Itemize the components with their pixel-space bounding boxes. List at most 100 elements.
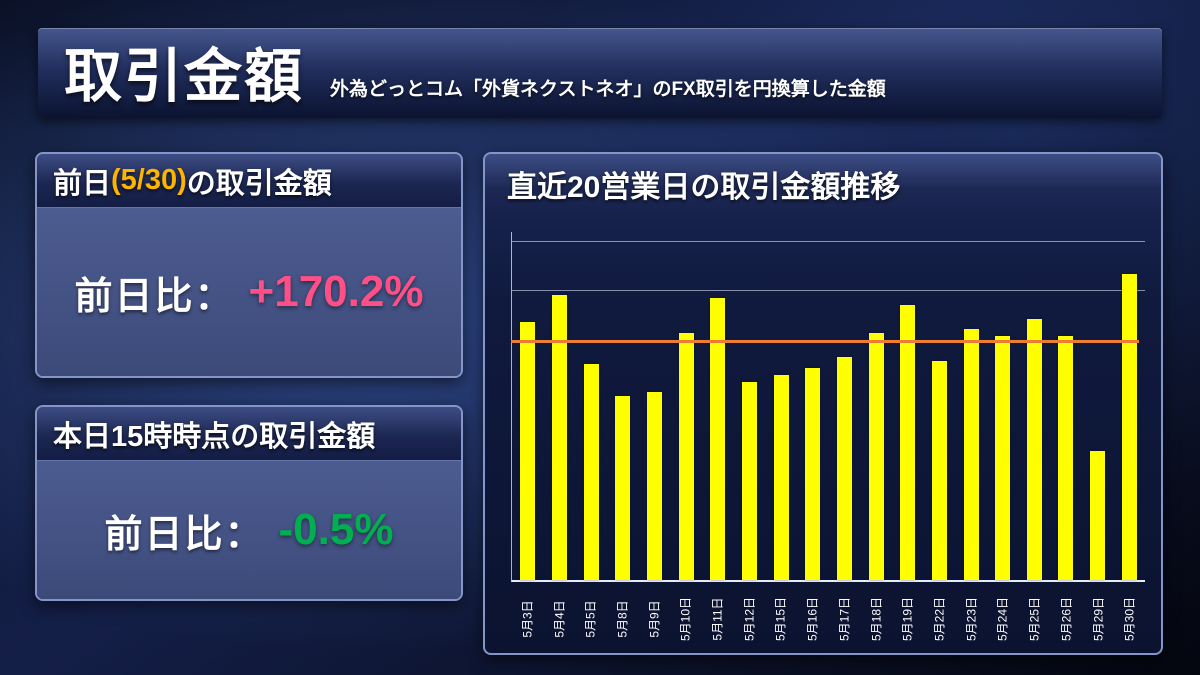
bar-slot xyxy=(987,232,1019,580)
today-value: -0.5% xyxy=(278,505,394,554)
bar-slot xyxy=(1082,232,1114,580)
bar-5月17日 xyxy=(836,357,852,580)
bar-5月5日 xyxy=(583,364,599,580)
x-label-slot: 5月19日 xyxy=(891,586,923,652)
x-label-slot: 5月5日 xyxy=(574,586,606,652)
x-label-slot: 5月23日 xyxy=(955,586,987,652)
x-axis-label: 5月29日 xyxy=(1091,596,1105,642)
bar-5月26日 xyxy=(1058,336,1074,580)
x-label-slot: 5月3日 xyxy=(511,586,543,652)
x-label-slot: 5月18日 xyxy=(860,586,892,652)
bar-slot xyxy=(734,232,766,580)
bar-slot xyxy=(512,232,544,580)
bar-slot xyxy=(639,232,671,580)
bar-slot xyxy=(765,232,797,580)
x-label-slot: 5月8日 xyxy=(606,586,638,652)
today-panel-body: 前日比： -0.5% xyxy=(37,461,461,599)
bar-slot xyxy=(924,232,956,580)
chart-panel: 直近20営業日の取引金額推移 5月3日 5月4日 5月5日 5月8日 5月9日 5月10日… xyxy=(483,152,1163,655)
x-label-slot: 5月22日 xyxy=(923,586,955,652)
bar-5月10日 xyxy=(678,332,694,580)
x-axis-label: 5月12日 xyxy=(742,596,757,642)
x-axis-label: 5月22日 xyxy=(932,596,947,642)
bar-slot xyxy=(955,232,987,580)
bar-5月11日 xyxy=(710,298,726,580)
bar-5月30日 xyxy=(1121,273,1137,580)
bar-5月8日 xyxy=(615,395,631,580)
bar-5月3日 xyxy=(520,322,536,580)
header: 取引金額 外為どっとコム「外貨ネクストネオ」のFX取引を円換算した金額 xyxy=(38,28,1162,118)
bar-5月18日 xyxy=(868,332,884,580)
bar-slot xyxy=(1113,232,1145,580)
chart-plot-area xyxy=(511,232,1145,582)
prev-day-title-suffix: の取引金額 xyxy=(186,167,332,200)
x-axis-label: 5月26日 xyxy=(1059,596,1074,642)
x-axis-label: 5月25日 xyxy=(1027,596,1042,642)
x-label-slot: 5月11日 xyxy=(701,586,733,652)
prev-day-title-prefix: 前日 xyxy=(53,167,112,200)
bars-container xyxy=(512,232,1145,580)
bar-5月4日 xyxy=(551,294,567,580)
bar-5月15日 xyxy=(773,374,789,580)
bar-slot xyxy=(829,232,861,580)
x-axis-label: 5月16日 xyxy=(805,596,820,642)
x-axis-label: 5月30日 xyxy=(1122,596,1137,642)
bar-5月24日 xyxy=(995,336,1011,580)
x-axis-label: 5月10日 xyxy=(678,596,693,642)
x-axis-label: 5月4日 xyxy=(552,600,567,638)
x-label-slot: 5月26日 xyxy=(1050,586,1082,652)
prev-day-title-date: (5/30) xyxy=(111,164,187,196)
previous-day-panel: 前日 (5/30) の取引金額 前日比： +170.2% xyxy=(35,152,463,378)
x-label-slot: 5月12日 xyxy=(733,586,765,652)
x-label-slot: 5月24日 xyxy=(987,586,1019,652)
bar-5月25日 xyxy=(1026,319,1042,580)
bar-slot xyxy=(797,232,829,580)
x-axis-label: 5月24日 xyxy=(995,596,1010,642)
bar-slot xyxy=(1019,232,1051,580)
x-label-slot: 5月25日 xyxy=(1018,586,1050,652)
today-panel: 本日15時時点の取引金額 前日比： -0.5% xyxy=(35,405,463,601)
bar-slot xyxy=(575,232,607,580)
bar-5月19日 xyxy=(900,305,916,580)
x-axis-label: 5月8日 xyxy=(615,600,630,638)
bar-5月12日 xyxy=(741,381,757,580)
x-axis-label: 5月23日 xyxy=(964,596,979,642)
previous-day-panel-body: 前日比： +170.2% xyxy=(37,208,461,376)
today-metric-label: 前日比： xyxy=(104,513,265,556)
previous-day-panel-title: 前日 (5/30) の取引金額 xyxy=(37,154,461,208)
x-label-slot: 5月29日 xyxy=(1082,586,1114,652)
x-label-slot: 5月16日 xyxy=(796,586,828,652)
chart-title: 直近20営業日の取引金額推移 xyxy=(485,154,1161,214)
x-label-slot: 5月17日 xyxy=(828,586,860,652)
page-subtitle: 外為どっとコム「外貨ネクストネオ」のFX取引を円換算した金額 xyxy=(330,79,886,100)
bar-5月29日 xyxy=(1090,451,1106,580)
chart-x-axis-labels: 5月3日 5月4日 5月5日 5月8日 5月9日 5月10日 5月11日 5月12日 5月15日… xyxy=(511,586,1145,652)
x-label-slot: 5月4日 xyxy=(543,586,575,652)
gridline xyxy=(512,241,1145,243)
bar-slot xyxy=(892,232,924,580)
x-label-slot: 5月30日 xyxy=(1113,586,1145,652)
bar-slot xyxy=(1050,232,1082,580)
x-axis-label: 5月18日 xyxy=(869,596,884,642)
x-axis-label: 5月15日 xyxy=(773,596,788,642)
bar-5月22日 xyxy=(931,360,947,580)
x-axis-label: 5月5日 xyxy=(583,600,598,638)
x-axis-label: 5月9日 xyxy=(647,600,662,638)
bar-5月23日 xyxy=(963,329,979,580)
gridline xyxy=(512,290,1145,292)
bar-slot xyxy=(607,232,639,580)
x-label-slot: 5月15日 xyxy=(765,586,797,652)
bar-5月9日 xyxy=(646,392,662,580)
reference-line xyxy=(511,340,1139,344)
bar-slot xyxy=(702,232,734,580)
bar-slot xyxy=(860,232,892,580)
prev-day-value: +170.2% xyxy=(248,267,424,316)
bar-slot xyxy=(544,232,576,580)
prev-day-metric-label: 前日比： xyxy=(74,275,235,318)
x-axis-label: 5月11日 xyxy=(710,597,725,641)
bar-slot xyxy=(670,232,702,580)
x-axis-label: 5月17日 xyxy=(837,596,852,642)
x-label-slot: 5月10日 xyxy=(670,586,702,652)
bar-5月16日 xyxy=(805,367,821,580)
